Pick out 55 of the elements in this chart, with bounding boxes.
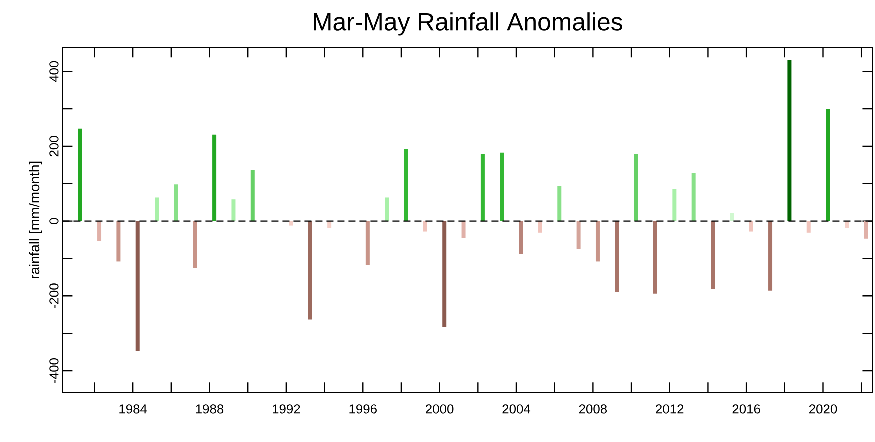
x-tick-label: 1984 (120, 404, 148, 414)
bar (576, 221, 581, 249)
bar (615, 221, 620, 292)
bar (519, 221, 524, 254)
x-tick-label: 2020 (810, 404, 838, 414)
x-tick-label: 1988 (196, 404, 224, 414)
bar (538, 221, 542, 233)
bar (826, 109, 830, 222)
bar (385, 198, 390, 222)
bar (462, 221, 466, 238)
bar (749, 221, 754, 232)
y-axis-title: rainfall [mm/month] (29, 162, 42, 279)
bar (788, 60, 792, 222)
bar (289, 221, 294, 226)
bar (404, 149, 408, 222)
bar (78, 128, 82, 222)
x-tick-label: 2000 (426, 404, 454, 414)
bar (174, 184, 178, 222)
bar (634, 154, 638, 222)
x-tick-label: 2004 (502, 404, 531, 414)
bar (442, 221, 447, 328)
bar (212, 134, 217, 222)
x-tick-label: 2012 (656, 404, 684, 414)
bar (193, 221, 198, 268)
x-tick-label: 2008 (579, 404, 608, 414)
x-tick-label: 1996 (350, 404, 377, 414)
bar (98, 221, 102, 242)
x-tick-label: 2016 (732, 404, 760, 414)
bar (116, 221, 121, 262)
bar (730, 213, 734, 222)
bar (806, 221, 811, 233)
bar (672, 190, 677, 222)
bar (653, 221, 658, 294)
bar (500, 152, 504, 222)
bar (711, 221, 716, 290)
y-tick-label: 0 (50, 218, 59, 224)
bar (692, 173, 696, 222)
y-tick-label: -400 (50, 358, 59, 384)
bar (558, 186, 562, 222)
y-tick-label: 200 (50, 136, 59, 157)
bar (155, 198, 160, 222)
bar (136, 221, 140, 352)
bar (250, 170, 255, 222)
x-tick-label: 1992 (273, 404, 300, 414)
y-tick-label: -200 (50, 284, 59, 309)
bar (480, 154, 485, 222)
bar (596, 221, 600, 262)
bar (232, 200, 236, 222)
bar (308, 221, 312, 320)
bar (423, 221, 428, 232)
bar (864, 221, 868, 239)
chart-title: Mar-May Rainfall Anomalies (314, 12, 622, 36)
bar (366, 221, 370, 266)
y-tick-label: 400 (50, 61, 59, 82)
bar (768, 221, 773, 291)
